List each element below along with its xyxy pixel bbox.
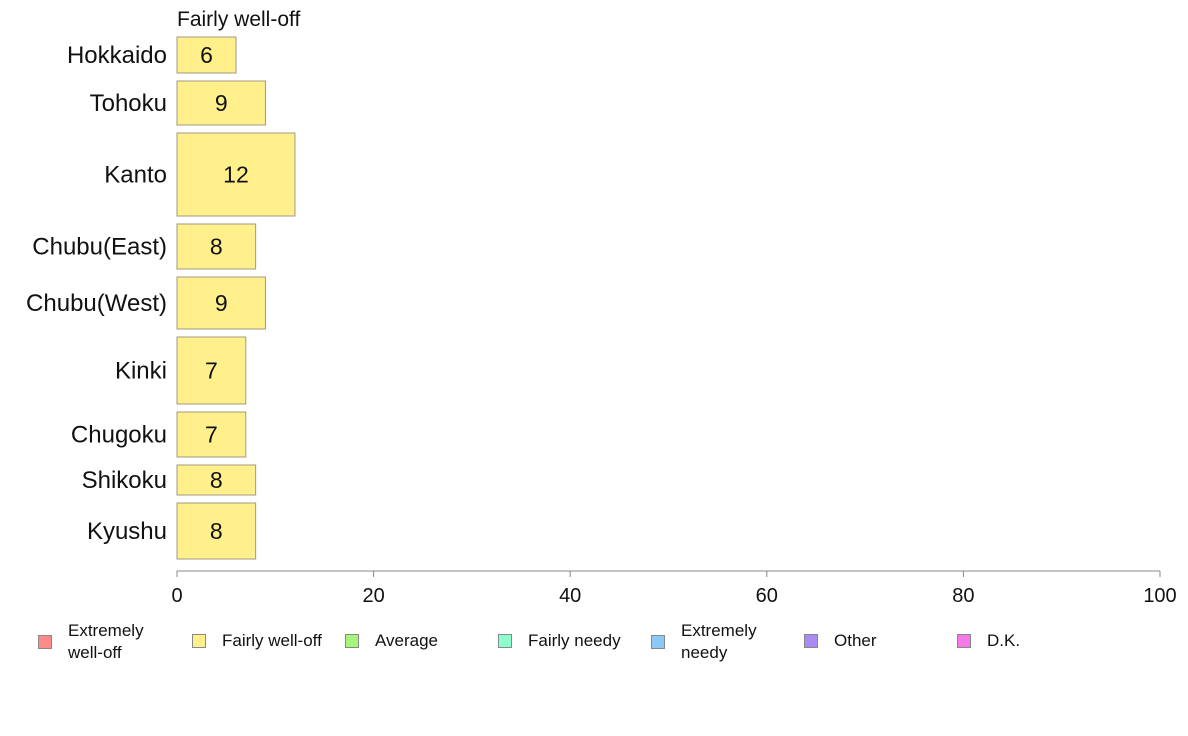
legend-swatch [804, 634, 818, 648]
series-title: Fairly well-off [177, 8, 300, 31]
bar-kinki [176, 336, 247, 405]
legend-swatch [38, 635, 52, 649]
x-tick-label: 40 [559, 585, 581, 607]
category-label: Chubu(West) [26, 290, 167, 317]
x-tick-label: 100 [1143, 585, 1176, 607]
legend-label: Other [834, 631, 877, 650]
bar-chubu-east [176, 223, 257, 270]
legend-swatch [192, 634, 206, 648]
category-label: Chubu(East) [32, 234, 167, 261]
legend-swatch [651, 635, 665, 649]
bar-chugoku [176, 411, 247, 458]
legend: Extremely well-off Fairly well-off Average… [38, 620, 1178, 670]
x-tick-label: 20 [362, 585, 384, 607]
legend-item: Other [804, 630, 877, 652]
legend-item: Average [345, 630, 438, 652]
category-label: Chugoku [71, 422, 167, 449]
bar-value-label: 6 [200, 42, 213, 68]
x-axis: 0 20 40 60 80 100 [171, 570, 1177, 607]
bar-value-label: 8 [210, 234, 223, 260]
legend-item: D.K. [957, 630, 1020, 652]
category-label: Kanto [104, 162, 167, 189]
legend-item: Fairly well-off [192, 630, 322, 652]
category-label: Shikoku [82, 467, 167, 494]
bar-kyushu [176, 502, 257, 560]
bar-value-label: 9 [215, 90, 228, 116]
x-tick-label: 0 [171, 585, 182, 607]
x-tick-label: 80 [952, 585, 974, 607]
legend-label: Fairly needy [528, 631, 621, 650]
category-label: Kyushu [87, 518, 167, 545]
category-label: Hokkaido [67, 42, 167, 69]
bar-kanto [176, 132, 296, 217]
legend-swatch [345, 634, 359, 648]
legend-label: Average [375, 631, 439, 650]
bar-hokkaido [176, 36, 237, 74]
bar-tohoku [176, 80, 266, 126]
bar-value-label: 8 [210, 518, 223, 544]
x-tick-label: 60 [756, 585, 778, 607]
bar-value-label: 8 [210, 467, 223, 493]
legend-swatch [498, 634, 512, 648]
legend-label: D.K. [987, 631, 1021, 650]
legend-label: Extremely well-off [68, 621, 144, 662]
bar-chubu-west [176, 276, 266, 330]
bar-value-label: 12 [223, 162, 249, 188]
bar-value-label: 7 [205, 358, 218, 384]
legend-item: Extremely needy [651, 620, 791, 664]
legend-label: Extremely needy [681, 621, 757, 662]
bar-chart: Fairly well-off 6 Hokkaido 9 Tohoku 12 Kanto 8… [26, 8, 1177, 607]
legend-swatch [957, 634, 971, 648]
bar-value-label: 7 [205, 422, 218, 448]
legend-item: Extremely well-off [38, 620, 178, 664]
bar-shikoku [176, 464, 257, 496]
category-label: Kinki [115, 358, 167, 385]
category-label: Tohoku [90, 90, 167, 117]
legend-item: Fairly needy [498, 630, 621, 652]
legend-label: Fairly well-off [222, 631, 322, 650]
bars-group: 6 Hokkaido 9 Tohoku 12 Kanto 8 Chubu(East) 9 Chub… [26, 36, 296, 560]
bar-value-label: 9 [215, 290, 228, 316]
